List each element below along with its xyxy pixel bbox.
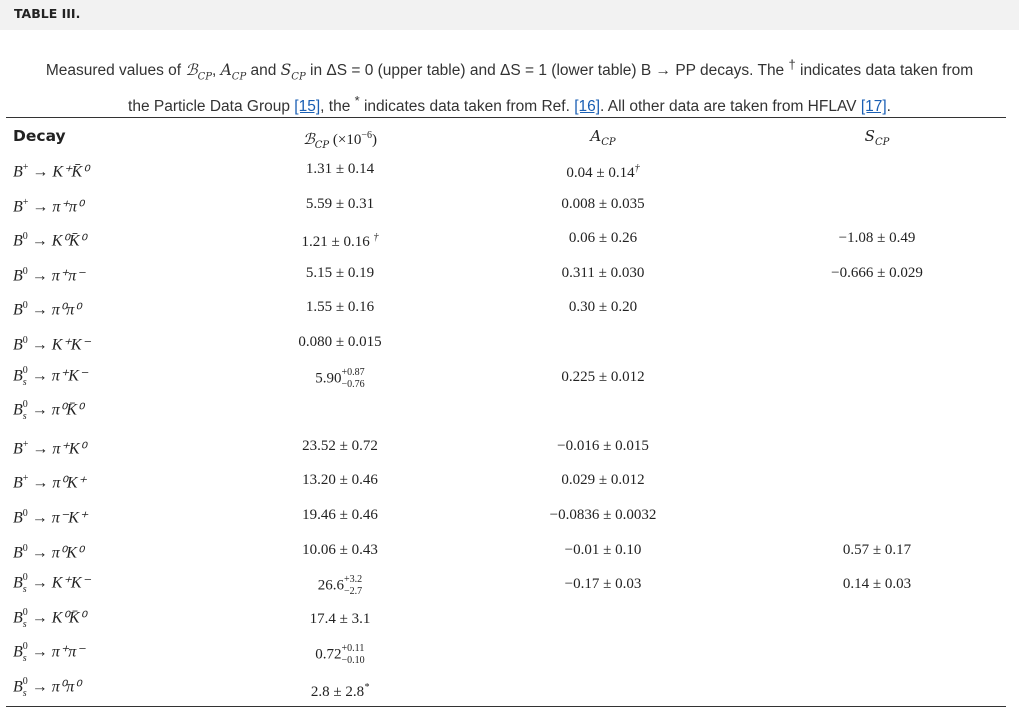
decay-cell: B0 → π⁺π⁻ [13, 265, 85, 285]
table-row: B0 → K⁺K⁻ 0.080 ± 0.015 [0, 330, 1019, 360]
ref-16-link[interactable]: [16] [574, 98, 601, 116]
bcp-cell: 2.8 ± 2.8* [310, 682, 370, 700]
decay-cell: B+ → π⁰K⁺ [13, 473, 86, 492]
ref-15-link[interactable]: [15] [294, 98, 321, 116]
table-caption: Measured values of ℬCP, ACP and SCP in Δ… [45, 57, 974, 116]
header-scp: SCP [864, 127, 890, 148]
table-title-bar: TABLE III. [0, 0, 1019, 30]
decay-cell: B0 → π⁰K⁰ [13, 542, 84, 561]
table-bottom-rule [6, 706, 1006, 707]
acp-cell: 0.06 ± 0.26 [568, 230, 638, 247]
acp-cell: −0.01 ± 0.10 [564, 541, 642, 558]
acp-cell: 0.029 ± 0.012 [561, 472, 645, 489]
bcp-cell: 10.06 ± 0.43 [302, 541, 378, 558]
acp-cell: −0.016 ± 0.015 [557, 437, 649, 454]
table-row: B0 → π⁰π⁰ 1.55 ± 0.16 0.30 ± 0.20 [0, 295, 1019, 325]
bcp-cell: 5.15 ± 0.19 [305, 264, 375, 281]
scp-cell: 0.14 ± 0.03 [842, 576, 912, 593]
decay-cell: B+ → K⁺K̄⁰ [13, 162, 89, 181]
table-row: B0 → π⁰K⁰ 10.06 ± 0.43 −0.01 ± 0.10 0.57 ± … [0, 538, 1019, 568]
bcp-cell: 1.31 ± 0.14 [305, 161, 375, 177]
decay-cell: B+ → π⁺K⁰ [13, 438, 86, 458]
bcp-cell: 1.21 ± 0.16 † [301, 232, 379, 251]
scp-cell: −1.08 ± 0.49 [838, 230, 916, 247]
bcp-cell: 23.52 ± 0.72 [302, 437, 378, 454]
acp-cell: 0.30 ± 0.20 [568, 299, 638, 316]
ref-17-link[interactable]: [17] [860, 98, 887, 116]
bcp-cell: 0.080 ± 0.015 [298, 334, 382, 350]
decay-cell: B0 → K⁺K⁻ [13, 335, 91, 354]
table-row: B+ → π⁰K⁺ 13.20 ± 0.46 0.029 ± 0.012 [0, 468, 1019, 498]
table-row: B0 → K⁰K̄⁰ 1.21 ± 0.16 † 0.06 ± 0.26 −1.08 … [0, 226, 1019, 256]
bcp-cell: 17.4 ± 3.1 [309, 610, 371, 627]
scp-cell: −0.666 ± 0.029 [831, 264, 923, 281]
table-row: B+ → π⁺K⁰ 23.52 ± 0.72 −0.016 ± 0.015 [0, 434, 1019, 464]
acp-cell: −0.17 ± 0.03 [564, 576, 642, 593]
bcp-cell: 0.72 +0.11 −0.10 [315, 643, 365, 667]
acp-cell: 0.311 ± 0.030 [561, 264, 645, 281]
bcp-cell: 19.46 ± 0.46 [302, 507, 378, 523]
decay-cell: B0 → π⁻K⁺ [13, 508, 88, 527]
table-row: B0 → π⁻K⁺ 19.46 ± 0.46 −0.0836 ± 0.0032 [0, 503, 1019, 533]
acp-cell: 0.225 ± 0.012 [561, 368, 645, 385]
decay-cell: B0 → K⁰K̄⁰ [13, 231, 86, 250]
table-row: B0 → π⁺π⁻ 5.15 ± 0.19 0.311 ± 0.030 −0.666 … [0, 261, 1019, 291]
bcp-cell: 5.59 ± 0.31 [305, 195, 375, 212]
table-top-rule [6, 117, 1006, 118]
scp-cell: 0.57 ± 0.17 [842, 541, 912, 558]
acp-cell: −0.0836 ± 0.0032 [549, 507, 657, 523]
table-row: B+ → π⁺π⁰ 5.59 ± 0.31 0.008 ± 0.035 [0, 192, 1019, 222]
table-title: TABLE III. [14, 6, 81, 21]
table-row: B+ → K⁺K̄⁰ 1.31 ± 0.14 0.04 ± 0.14† [0, 157, 1019, 187]
header-bcp: ℬCP (×10−6) [302, 130, 378, 151]
header-acp: ACP [590, 127, 616, 148]
bcp-cell: 5.90 +0.87 −0.76 [315, 366, 365, 390]
decay-cell: B0 → π⁰π⁰ [13, 300, 81, 319]
acp-cell: 0.04 ± 0.14† [566, 163, 640, 181]
decay-cell: B+ → π⁺π⁰ [13, 196, 84, 215]
bcp-cell: 26.6 +3.2 −2.7 [317, 574, 363, 598]
acp-cell: 0.008 ± 0.035 [561, 195, 645, 212]
bcp-cell: 1.55 ± 0.16 [305, 299, 375, 316]
bcp-cell: 13.20 ± 0.46 [302, 472, 378, 489]
header-decay: Decay [13, 127, 66, 145]
